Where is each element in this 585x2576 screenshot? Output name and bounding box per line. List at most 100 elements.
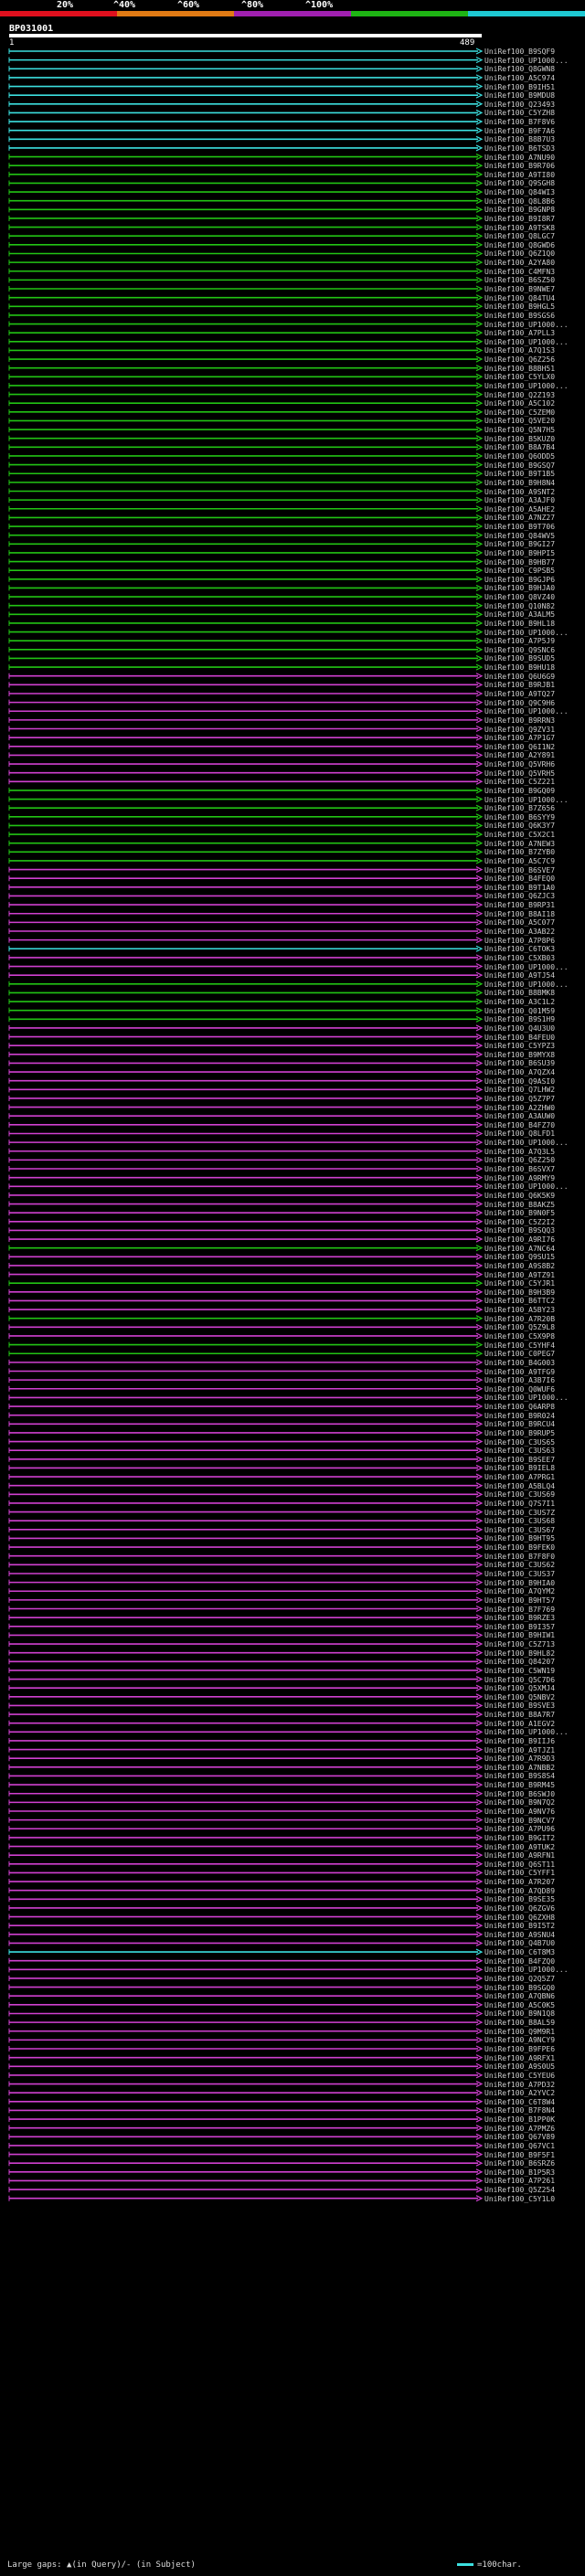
hit-label[interactable]: UniRef100_B9GSQ7	[484, 461, 556, 470]
hit-label[interactable]: UniRef100_B9FPE6	[484, 2045, 556, 2053]
hit-label[interactable]: UniRef100_C4MFN3	[484, 267, 556, 276]
hit-label[interactable]: UniRef100_Q84WI3	[484, 188, 556, 197]
hit-label[interactable]: UniRef100_C5YLX0	[484, 373, 556, 382]
hit-label[interactable]: UniRef100_A5C7C9	[484, 856, 556, 865]
hit-label[interactable]: UniRef100_A7NEW3	[484, 839, 556, 848]
hit-label[interactable]: UniRef100_A7NU90	[484, 153, 556, 162]
hit-label[interactable]: UniRef100_Q5VRH6	[484, 760, 556, 769]
hit-label[interactable]: UniRef100_B6TSD3	[484, 143, 556, 153]
hit-label[interactable]: UniRef100_Q6ARP8	[484, 1403, 556, 1412]
hit-label[interactable]: UniRef100_B9HT95	[484, 1534, 556, 1543]
hit-label[interactable]: UniRef100_B9GI27	[484, 540, 556, 549]
hit-label[interactable]: UniRef100_B9NCV7	[484, 1816, 556, 1825]
hit-label[interactable]: UniRef100_Q6ZGV6	[484, 1903, 556, 1913]
hit-label[interactable]: UniRef100_Q5VRH5	[484, 769, 556, 778]
hit-label[interactable]: UniRef100_B9RUP5	[484, 1428, 556, 1437]
hit-label[interactable]: UniRef100_A3C1L2	[484, 998, 556, 1007]
hit-label[interactable]: UniRef100_Q9SGH8	[484, 179, 556, 188]
hit-label[interactable]: UniRef100_A9NV76	[484, 1807, 556, 1816]
hit-label[interactable]: UniRef100_A9RI76	[484, 1235, 556, 1245]
hit-label[interactable]: UniRef100_C3US62	[484, 1561, 556, 1570]
hit-label[interactable]: UniRef100_B9MDU8	[484, 91, 556, 101]
hit-label[interactable]: UniRef100_C3US67	[484, 1525, 556, 1534]
hit-label[interactable]: UniRef100_B7F769	[484, 1605, 556, 1614]
hit-label[interactable]: UniRef100_A5C102	[484, 399, 556, 408]
hit-label[interactable]: UniRef100_A1EGV2	[484, 1719, 556, 1728]
hit-label[interactable]: UniRef100_B9HIA0	[484, 1578, 556, 1587]
hit-label[interactable]: UniRef100_UP1000...	[484, 1394, 569, 1403]
hit-label[interactable]: UniRef100_B9I357	[484, 1622, 556, 1631]
hit-label[interactable]: UniRef100_B8BH51	[484, 364, 556, 373]
hit-label[interactable]: UniRef100_A7P261	[484, 2177, 556, 2186]
hit-label[interactable]: UniRef100_Q8GWN8	[484, 65, 556, 74]
hit-label[interactable]: UniRef100_B9RZE3	[484, 1614, 556, 1623]
hit-label[interactable]: UniRef100_B8AI18	[484, 909, 556, 918]
hit-label[interactable]: UniRef100_A9TJ54	[484, 971, 556, 981]
hit-label[interactable]: UniRef100_UP1000...	[484, 320, 569, 329]
hit-label[interactable]: UniRef100_B8A7B4	[484, 443, 556, 452]
hit-label[interactable]: UniRef100_B9SQQ3	[484, 1226, 556, 1235]
hit-label[interactable]: UniRef100_A9TSK8	[484, 223, 556, 232]
hit-label[interactable]: UniRef100_Q67V89	[484, 2133, 556, 2142]
hit-label[interactable]: UniRef100_B7F8V6	[484, 118, 556, 127]
hit-label[interactable]: UniRef100_A2YA80	[484, 259, 556, 268]
hit-label[interactable]: UniRef100_Q6K3Y7	[484, 822, 556, 831]
hit-label[interactable]: UniRef100_A3AUW0	[484, 1112, 556, 1121]
hit-label[interactable]: UniRef100_B9T1A0	[484, 883, 556, 892]
hit-label[interactable]: UniRef100_B9N0F5	[484, 1209, 556, 1218]
hit-label[interactable]: UniRef100_A7QYM2	[484, 1587, 556, 1596]
hit-label[interactable]: UniRef100_A9SNU4	[484, 1930, 556, 1939]
hit-label[interactable]: UniRef100_B9R706	[484, 162, 556, 171]
hit-label[interactable]: UniRef100_Q7LHW2	[484, 1086, 556, 1095]
hit-label[interactable]: UniRef100_A5BY23	[484, 1306, 556, 1315]
hit-label[interactable]: UniRef100_Q6Z256	[484, 355, 556, 365]
hit-label[interactable]: UniRef100_B9RRN3	[484, 716, 556, 725]
hit-label[interactable]: UniRef100_B9SE35	[484, 1895, 556, 1904]
hit-label[interactable]: UniRef100_C5X9P8	[484, 1331, 556, 1341]
hit-label[interactable]: UniRef100_C5YPZ3	[484, 1042, 556, 1051]
hit-label[interactable]: UniRef100_A7Q1S3	[484, 346, 556, 355]
hit-label[interactable]: UniRef100_C5XB03	[484, 953, 556, 962]
hit-label[interactable]: UniRef100_C6T8M3	[484, 1948, 556, 1957]
hit-label[interactable]: UniRef100_B9I8R7	[484, 214, 556, 223]
hit-label[interactable]: UniRef100_Q5Z254	[484, 2186, 556, 2195]
hit-label[interactable]: UniRef100_Q9C9H6	[484, 698, 556, 707]
hit-label[interactable]: UniRef100_Q6ZXH8	[484, 1913, 556, 1922]
hit-label[interactable]: UniRef100_B9IIJ6	[484, 1736, 556, 1745]
hit-label[interactable]: UniRef100_A7P5J9	[484, 637, 556, 646]
hit-label[interactable]: UniRef100_C9PSB5	[484, 567, 556, 576]
hit-label[interactable]: UniRef100_B9S8S4	[484, 1772, 556, 1781]
hit-label[interactable]: UniRef100_A9NCY9	[484, 2036, 556, 2045]
hit-label[interactable]: UniRef100_C5X2C1	[484, 831, 556, 840]
hit-label[interactable]: UniRef100_B4FEU0	[484, 1033, 556, 1042]
hit-label[interactable]: UniRef100_B9RCU4	[484, 1420, 556, 1429]
hit-label[interactable]: UniRef100_B6SZ50	[484, 276, 556, 285]
hit-label[interactable]: UniRef100_UP1000...	[484, 795, 569, 804]
hit-label[interactable]: UniRef100_B1PP0K	[484, 2115, 556, 2125]
hit-label[interactable]: UniRef100_A5AHE2	[484, 504, 556, 514]
hit-label[interactable]: UniRef100_C5WN19	[484, 1666, 556, 1675]
hit-label[interactable]: UniRef100_A7R9D3	[484, 1754, 556, 1764]
hit-label[interactable]: UniRef100_C6TOK3	[484, 945, 556, 954]
hit-label[interactable]: UniRef100_B9F5F1	[484, 2150, 556, 2159]
hit-label[interactable]: UniRef100_Q8LGC7	[484, 232, 556, 241]
hit-label[interactable]: UniRef100_C3US7Z	[484, 1508, 556, 1517]
hit-label[interactable]: UniRef100_A9TZ91	[484, 1270, 556, 1279]
hit-label[interactable]: UniRef100_B9T706	[484, 523, 556, 532]
hit-label[interactable]: UniRef100_UP1000...	[484, 707, 569, 716]
hit-label[interactable]: UniRef100_Q5NBV2	[484, 1692, 556, 1701]
hit-label[interactable]: UniRef100_C5Y1L0	[484, 2194, 556, 2203]
hit-label[interactable]: UniRef100_B9HL18	[484, 619, 556, 628]
hit-label[interactable]: UniRef100_UP1000...	[484, 1728, 569, 1737]
hit-label[interactable]: UniRef100_B7ZYB0	[484, 848, 556, 857]
hit-label[interactable]: UniRef100_Q84207	[484, 1658, 556, 1667]
hit-label[interactable]: UniRef100_B9HL82	[484, 1648, 556, 1658]
hit-label[interactable]: UniRef100_B6SVE7	[484, 865, 556, 875]
hit-label[interactable]: UniRef100_A9TFG9	[484, 1367, 556, 1376]
hit-label[interactable]: UniRef100_B9HJA0	[484, 584, 556, 593]
hit-label[interactable]: UniRef100_B9I5T2	[484, 1922, 556, 1931]
hit-label[interactable]: UniRef100_Q5VE20	[484, 417, 556, 426]
hit-label[interactable]: UniRef100_A7R207	[484, 1878, 556, 1887]
hit-label[interactable]: UniRef100_B8B7U3	[484, 135, 556, 144]
hit-label[interactable]: UniRef100_A7P8P6	[484, 936, 556, 945]
